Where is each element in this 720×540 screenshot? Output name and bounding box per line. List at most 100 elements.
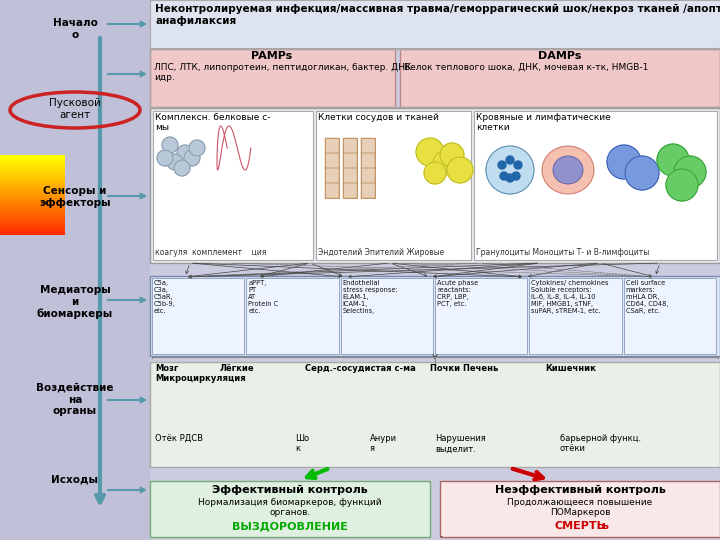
Text: Нормализация биомаркеров, функций
органов.: Нормализация биомаркеров, функций органо… bbox=[198, 498, 382, 517]
Bar bbox=[343, 153, 357, 168]
Text: C5a,
C3a,
C5aR,
C5b-9,
etc.: C5a, C3a, C5aR, C5b-9, etc. bbox=[154, 280, 176, 314]
Bar bbox=[0, 0, 150, 540]
Bar bbox=[325, 153, 339, 168]
Bar bbox=[400, 49, 720, 107]
Bar bbox=[343, 138, 357, 198]
Bar bbox=[0, 192, 65, 195]
Bar bbox=[0, 187, 65, 190]
Circle shape bbox=[512, 172, 520, 180]
Circle shape bbox=[486, 146, 534, 194]
Bar bbox=[529, 278, 621, 354]
Bar bbox=[325, 168, 339, 183]
Text: aPPT,
PT
AT
Protein C
etc.: aPPT, PT AT Protein C etc. bbox=[248, 280, 279, 314]
Bar bbox=[0, 211, 65, 214]
Bar bbox=[0, 227, 65, 229]
Bar bbox=[0, 184, 65, 187]
Bar bbox=[343, 183, 357, 198]
Text: Кишечник: Кишечник bbox=[545, 364, 596, 373]
Circle shape bbox=[500, 172, 508, 180]
Bar bbox=[474, 111, 717, 260]
Circle shape bbox=[157, 150, 173, 166]
Text: Анури
я: Анури я bbox=[370, 434, 397, 454]
Bar bbox=[150, 49, 720, 107]
Text: Неконтролируемая инфекция/массивная травма/геморрагический шок/некроз тканей /ап: Неконтролируемая инфекция/массивная трав… bbox=[155, 4, 720, 26]
Text: Клетки сосудов и тканей: Клетки сосудов и тканей bbox=[318, 113, 439, 122]
Text: Воздействие
на
органы: Воздействие на органы bbox=[36, 383, 114, 416]
Bar bbox=[0, 219, 65, 221]
Bar bbox=[0, 158, 65, 160]
Bar bbox=[325, 138, 339, 198]
Bar bbox=[0, 217, 65, 219]
Bar bbox=[325, 183, 339, 198]
Bar bbox=[0, 155, 65, 158]
Bar bbox=[341, 278, 433, 354]
Bar bbox=[325, 138, 339, 153]
Text: Лёгкие: Лёгкие bbox=[220, 364, 255, 373]
Circle shape bbox=[424, 162, 446, 184]
Bar bbox=[0, 203, 65, 206]
Bar bbox=[0, 171, 65, 174]
Bar bbox=[150, 108, 720, 263]
Bar bbox=[0, 224, 65, 227]
Text: Комплексн. белковые с-
мы: Комплексн. белковые с- мы bbox=[155, 113, 271, 132]
Circle shape bbox=[674, 156, 706, 188]
Text: ь: ь bbox=[601, 521, 608, 531]
Text: Медиаторы
и
биомаркеры: Медиаторы и биомаркеры bbox=[37, 285, 113, 319]
Circle shape bbox=[625, 156, 659, 190]
Bar bbox=[0, 174, 65, 177]
Bar bbox=[435, 278, 527, 354]
Ellipse shape bbox=[542, 146, 594, 194]
Bar bbox=[0, 208, 65, 211]
Bar bbox=[0, 179, 65, 181]
Bar bbox=[361, 138, 375, 153]
Bar bbox=[0, 163, 65, 166]
Bar bbox=[150, 276, 720, 356]
Text: ВЫЗДОРОВЛЕНИЕ: ВЫЗДОРОВЛЕНИЕ bbox=[232, 521, 348, 531]
Circle shape bbox=[189, 140, 205, 156]
Bar bbox=[0, 206, 65, 208]
Bar bbox=[343, 168, 357, 183]
Text: Исходы: Исходы bbox=[52, 475, 99, 485]
Bar bbox=[150, 481, 430, 537]
Text: .: . bbox=[440, 529, 444, 539]
Circle shape bbox=[657, 144, 689, 176]
Bar bbox=[152, 278, 244, 354]
Bar bbox=[0, 200, 65, 203]
Bar bbox=[361, 153, 375, 168]
Text: Сенсоры и
эффекторы: Сенсоры и эффекторы bbox=[39, 186, 111, 207]
Circle shape bbox=[177, 145, 193, 161]
Text: ЛПС, ЛТК, липопротеин, пептидогликан, бактер. ДНК
идр.: ЛПС, ЛТК, липопротеин, пептидогликан, ба… bbox=[154, 63, 411, 83]
Bar bbox=[0, 198, 65, 200]
Bar bbox=[150, 362, 720, 467]
Text: Кровяные и лимфатические
клетки: Кровяные и лимфатические клетки bbox=[476, 113, 611, 132]
Circle shape bbox=[184, 150, 200, 166]
Text: Отёк РДСВ: Отёк РДСВ bbox=[155, 434, 203, 443]
Bar bbox=[0, 166, 65, 168]
Bar bbox=[0, 232, 65, 235]
Bar bbox=[0, 195, 65, 198]
Bar bbox=[624, 278, 716, 354]
Bar bbox=[316, 111, 471, 260]
Text: Нарушения
выделит.: Нарушения выделит. bbox=[435, 434, 486, 454]
Bar bbox=[361, 168, 375, 183]
Text: Неэффективный контроль: Неэффективный контроль bbox=[495, 485, 665, 495]
Text: Эндотелий Эпителий Жировые: Эндотелий Эпителий Жировые bbox=[318, 248, 444, 257]
Circle shape bbox=[167, 154, 183, 170]
Circle shape bbox=[514, 161, 522, 169]
Text: Начало
о: Начало о bbox=[53, 18, 97, 39]
Bar bbox=[150, 48, 720, 49]
Bar bbox=[0, 168, 65, 171]
Circle shape bbox=[433, 151, 457, 175]
Bar bbox=[0, 214, 65, 217]
Bar bbox=[361, 183, 375, 198]
Text: Endothelial
stress response:
ELAM-1,
ICAM-1,
Selectins,: Endothelial stress response: ELAM-1, ICA… bbox=[343, 280, 397, 314]
Bar bbox=[0, 190, 65, 192]
Text: Шо
к: Шо к bbox=[295, 434, 309, 454]
Text: Гранулоциты Моноциты Т- и В-лимфоциты: Гранулоциты Моноциты Т- и В-лимфоциты bbox=[476, 248, 649, 257]
Bar bbox=[343, 138, 357, 153]
Text: Почки Печень: Почки Печень bbox=[430, 364, 498, 373]
Circle shape bbox=[447, 157, 473, 183]
Circle shape bbox=[666, 169, 698, 201]
Circle shape bbox=[506, 174, 514, 182]
Text: Мозг
Микроциркуляция: Мозг Микроциркуляция bbox=[155, 364, 246, 383]
